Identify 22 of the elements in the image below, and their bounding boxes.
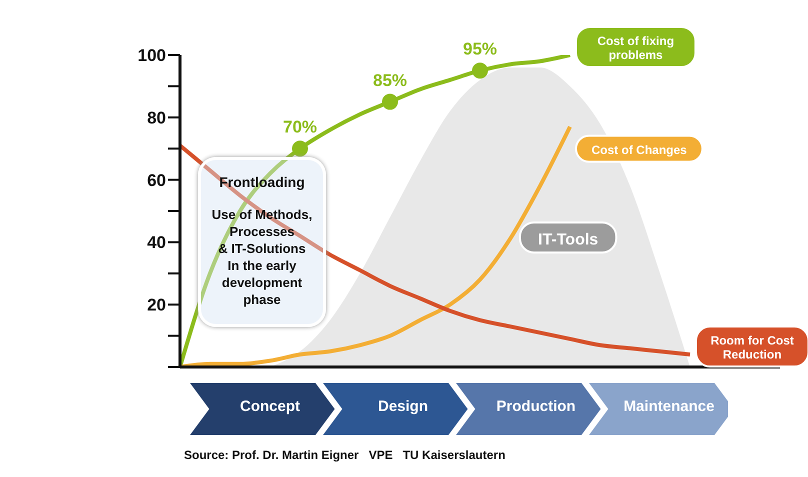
point <box>472 62 488 79</box>
data-label: 85% <box>372 70 408 90</box>
annotation: Frontloading <box>218 174 306 190</box>
y-tick-label: 100 <box>138 46 166 66</box>
data-label: 95% <box>462 40 498 59</box>
data-label: 70% <box>282 118 318 137</box>
text: Design <box>376 398 429 415</box>
point <box>292 140 308 157</box>
series-label: IT-Tools <box>538 231 598 248</box>
y-tick-label: 20 <box>147 296 166 315</box>
source-note: Source: Prof. Dr. Martin Eigner VPE TU Kaiserslautern <box>184 448 506 462</box>
text: Cost of Changes <box>592 142 688 157</box>
y-tick-label: 80 <box>147 108 166 128</box>
annotation: Use of Methods, Processes & IT-Solutions In the early development phase <box>210 206 314 308</box>
text: Maintenance <box>622 398 716 415</box>
text: Production <box>495 398 577 415</box>
text: Concept <box>239 398 301 415</box>
y-tick-label: 60 <box>147 170 166 190</box>
series-label: Room for Cost Reduction <box>710 334 794 362</box>
y-tick-label: 40 <box>147 233 166 252</box>
text: Cost of fixing problems <box>597 34 674 62</box>
point <box>382 94 398 110</box>
